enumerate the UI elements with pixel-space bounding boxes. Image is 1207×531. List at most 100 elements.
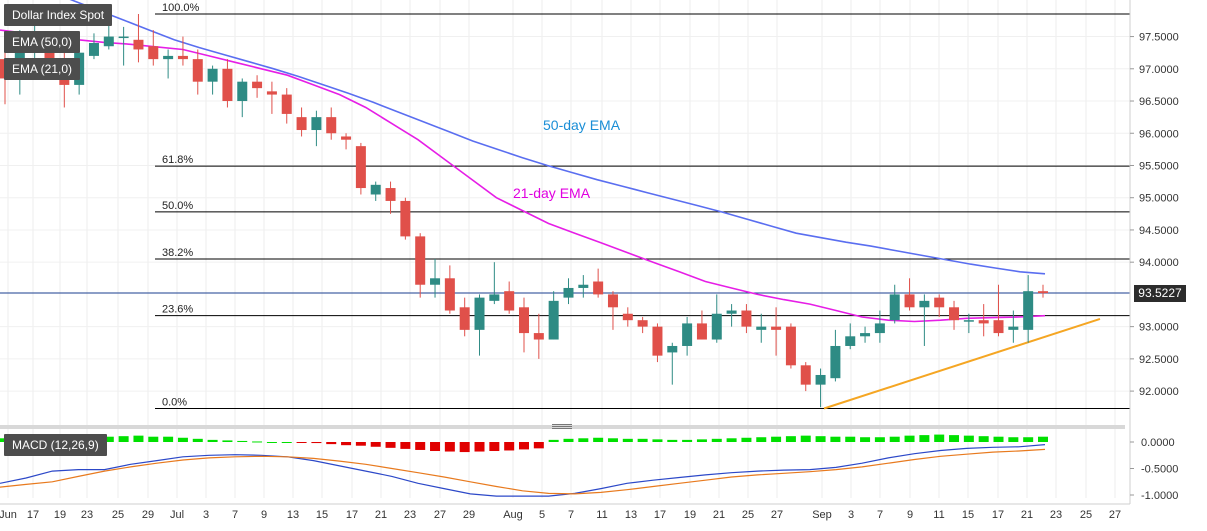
macd-histogram-bar xyxy=(934,434,945,442)
x-tick-label: 27 xyxy=(1109,509,1121,521)
macd-histogram-bar xyxy=(1023,437,1034,442)
candle-body xyxy=(949,307,960,321)
x-tick-label: 29 xyxy=(142,509,154,521)
legend-macd[interactable]: MACD (12,26,9) xyxy=(4,434,107,456)
candle-body xyxy=(800,365,811,385)
x-tick-label: 25 xyxy=(742,509,754,521)
indicator-lines xyxy=(0,0,1101,410)
macd-histogram-bar xyxy=(118,436,129,442)
macd-histogram-bar xyxy=(548,439,559,442)
macd-histogram-bar xyxy=(1038,436,1048,442)
x-tick-label: 17 xyxy=(27,509,39,521)
macd-histogram-bar xyxy=(593,437,604,442)
macd-histogram-bar xyxy=(607,438,618,442)
macd-histogram-bar xyxy=(682,439,693,442)
macd-histogram-bar xyxy=(177,437,188,442)
x-tick-label: 11 xyxy=(596,509,607,521)
macd-histogram-bar xyxy=(192,438,203,442)
macd-histogram-bar xyxy=(489,442,500,452)
macd-y-tick-label: -0.5000 xyxy=(1141,464,1178,476)
y-tick-label: 95.5000 xyxy=(1139,160,1179,172)
candle-body xyxy=(148,46,159,60)
macd-histogram-bar xyxy=(504,442,515,451)
macd-histogram-bar xyxy=(341,442,352,446)
x-tick-label: Aug xyxy=(503,509,523,521)
y-tick-label: 96.0000 xyxy=(1139,128,1179,140)
candle-body xyxy=(548,300,559,340)
macd-histogram-bar xyxy=(578,438,589,442)
legend-series-ema21[interactable]: EMA (21,0) xyxy=(4,58,81,80)
ema21-line xyxy=(0,29,1046,323)
macd-histogram-bar xyxy=(637,438,648,442)
candle-body xyxy=(860,333,871,337)
macd-histogram-bar xyxy=(741,437,752,442)
macd-histogram-bar xyxy=(222,440,233,442)
annotation-21day-ema: 21-day EMA xyxy=(513,185,591,201)
candle-body xyxy=(682,323,693,346)
candle-body xyxy=(252,81,263,89)
candle-body xyxy=(400,200,411,237)
candle-body xyxy=(1038,291,1048,294)
x-tick-label: Jun xyxy=(0,509,17,521)
macd-histogram-bar xyxy=(252,441,263,443)
candle-body xyxy=(118,36,129,39)
candle-body xyxy=(978,320,989,324)
x-tick-label: 17 xyxy=(992,509,1004,521)
candle-body xyxy=(637,320,648,327)
legend-series-price[interactable]: Dollar Index Spot xyxy=(4,4,113,26)
candle-body xyxy=(341,136,352,140)
candle-body xyxy=(830,345,841,379)
y-tick-label: 94.5000 xyxy=(1139,225,1179,237)
x-tick-label: 13 xyxy=(287,509,299,521)
macd-panel xyxy=(0,434,1048,497)
y-tick-label: 96.5000 xyxy=(1139,96,1179,108)
candle-body xyxy=(533,333,544,340)
macd-line xyxy=(0,444,1046,497)
macd-histogram-bar xyxy=(163,436,174,442)
x-tick-label: 23 xyxy=(1050,509,1062,521)
candle-body xyxy=(845,336,856,346)
macd-histogram-bar xyxy=(281,442,292,443)
fib-level-label: 38.2% xyxy=(162,247,193,259)
y-tick-label: 94.0000 xyxy=(1139,257,1179,269)
candle-body xyxy=(563,287,574,298)
candle-body xyxy=(370,184,381,195)
candle-body xyxy=(355,146,366,189)
y-tick-label: 92.0000 xyxy=(1139,386,1179,398)
candle-body xyxy=(44,39,55,69)
pane-divider[interactable] xyxy=(0,425,1125,429)
candle-body xyxy=(103,36,114,47)
legend-series-ema50[interactable]: EMA (50,0) xyxy=(4,31,81,53)
candle-body xyxy=(904,294,915,308)
candle-body xyxy=(874,323,885,334)
candle-body xyxy=(237,81,248,102)
pane-resize-grip-icon[interactable] xyxy=(552,423,572,431)
macd-histogram-bar xyxy=(563,438,574,442)
x-tick-label: 15 xyxy=(962,509,974,521)
macd-histogram-bar xyxy=(430,442,441,452)
x-tick-label: 9 xyxy=(907,509,913,521)
macd-histogram-bar xyxy=(533,442,544,449)
fib-level-label: 61.8% xyxy=(162,154,193,166)
macd-histogram-bar xyxy=(845,436,856,442)
x-tick-label: 27 xyxy=(434,509,446,521)
axes: 97.5000 97.0000 96.5000 96.0000 95.5000 95.00… xyxy=(0,0,1179,521)
macd-histogram-bar xyxy=(919,435,930,442)
candle-body xyxy=(771,326,782,330)
candle-body xyxy=(919,300,930,308)
macd-histogram-bar xyxy=(815,436,826,442)
macd-histogram-bar xyxy=(696,439,707,442)
x-tick-label: 15 xyxy=(316,509,328,521)
x-tick-label: 5 xyxy=(539,509,545,521)
x-tick-label: 21 xyxy=(713,509,725,521)
candle-body xyxy=(192,59,203,82)
macd-histogram-bar xyxy=(800,435,811,442)
candle-body xyxy=(385,188,396,201)
candle-body xyxy=(474,297,485,330)
fib-level-label: 50.0% xyxy=(162,200,193,212)
candle-body xyxy=(1023,291,1034,330)
macd-histogram-bar xyxy=(296,442,307,443)
x-tick-label: 9 xyxy=(261,509,267,521)
x-tick-label: 11 xyxy=(933,509,944,521)
